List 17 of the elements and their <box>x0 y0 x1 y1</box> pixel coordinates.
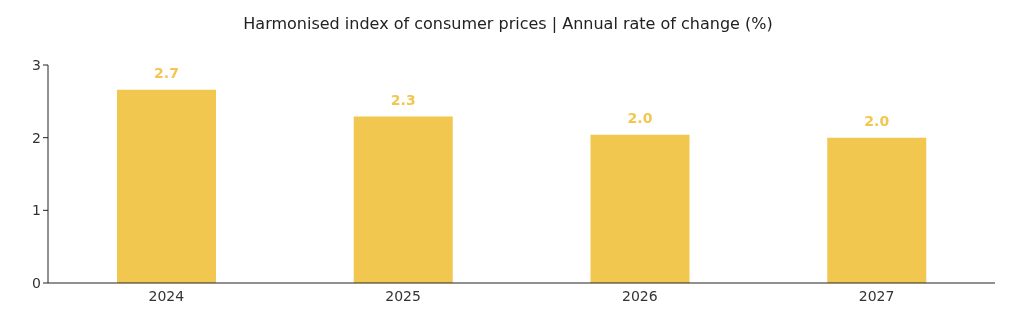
bar <box>590 134 690 283</box>
x-tick-label: 2025 <box>385 287 421 304</box>
bar <box>117 89 216 283</box>
data-label: 2.3 <box>390 91 416 108</box>
chart-title: Harmonised index of consumer prices | Annual rate of change (%) <box>242 13 774 35</box>
y-tick-label: 2 <box>32 129 41 146</box>
y-tick-label: 1 <box>32 202 41 219</box>
data-label: 2.7 <box>154 64 179 81</box>
y-tick-label: 3 <box>32 56 41 73</box>
data-label: 2.0 <box>864 112 890 129</box>
x-tick-label: 2027 <box>858 287 895 304</box>
x-tick-label: 2024 <box>148 287 185 304</box>
bar <box>827 137 927 283</box>
data-label: 2.0 <box>627 109 653 126</box>
x-tick-label: 2026 <box>622 287 658 304</box>
bar <box>353 116 453 283</box>
y-tick-label: 0 <box>32 274 41 291</box>
